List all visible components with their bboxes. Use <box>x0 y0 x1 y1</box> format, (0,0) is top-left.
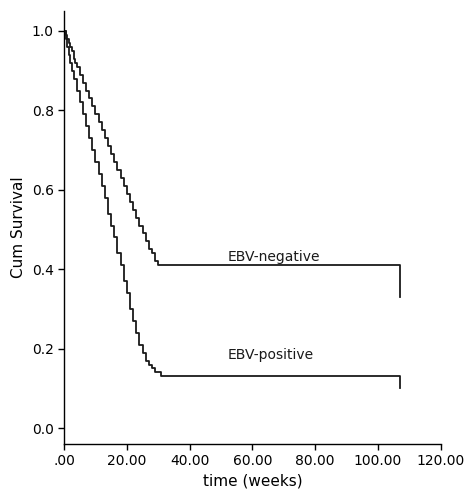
X-axis label: time (weeks): time (weeks) <box>203 474 302 489</box>
Text: EBV-positive: EBV-positive <box>228 348 313 362</box>
Text: EBV-negative: EBV-negative <box>228 250 320 264</box>
Y-axis label: Cum Survival: Cum Survival <box>11 176 26 278</box>
